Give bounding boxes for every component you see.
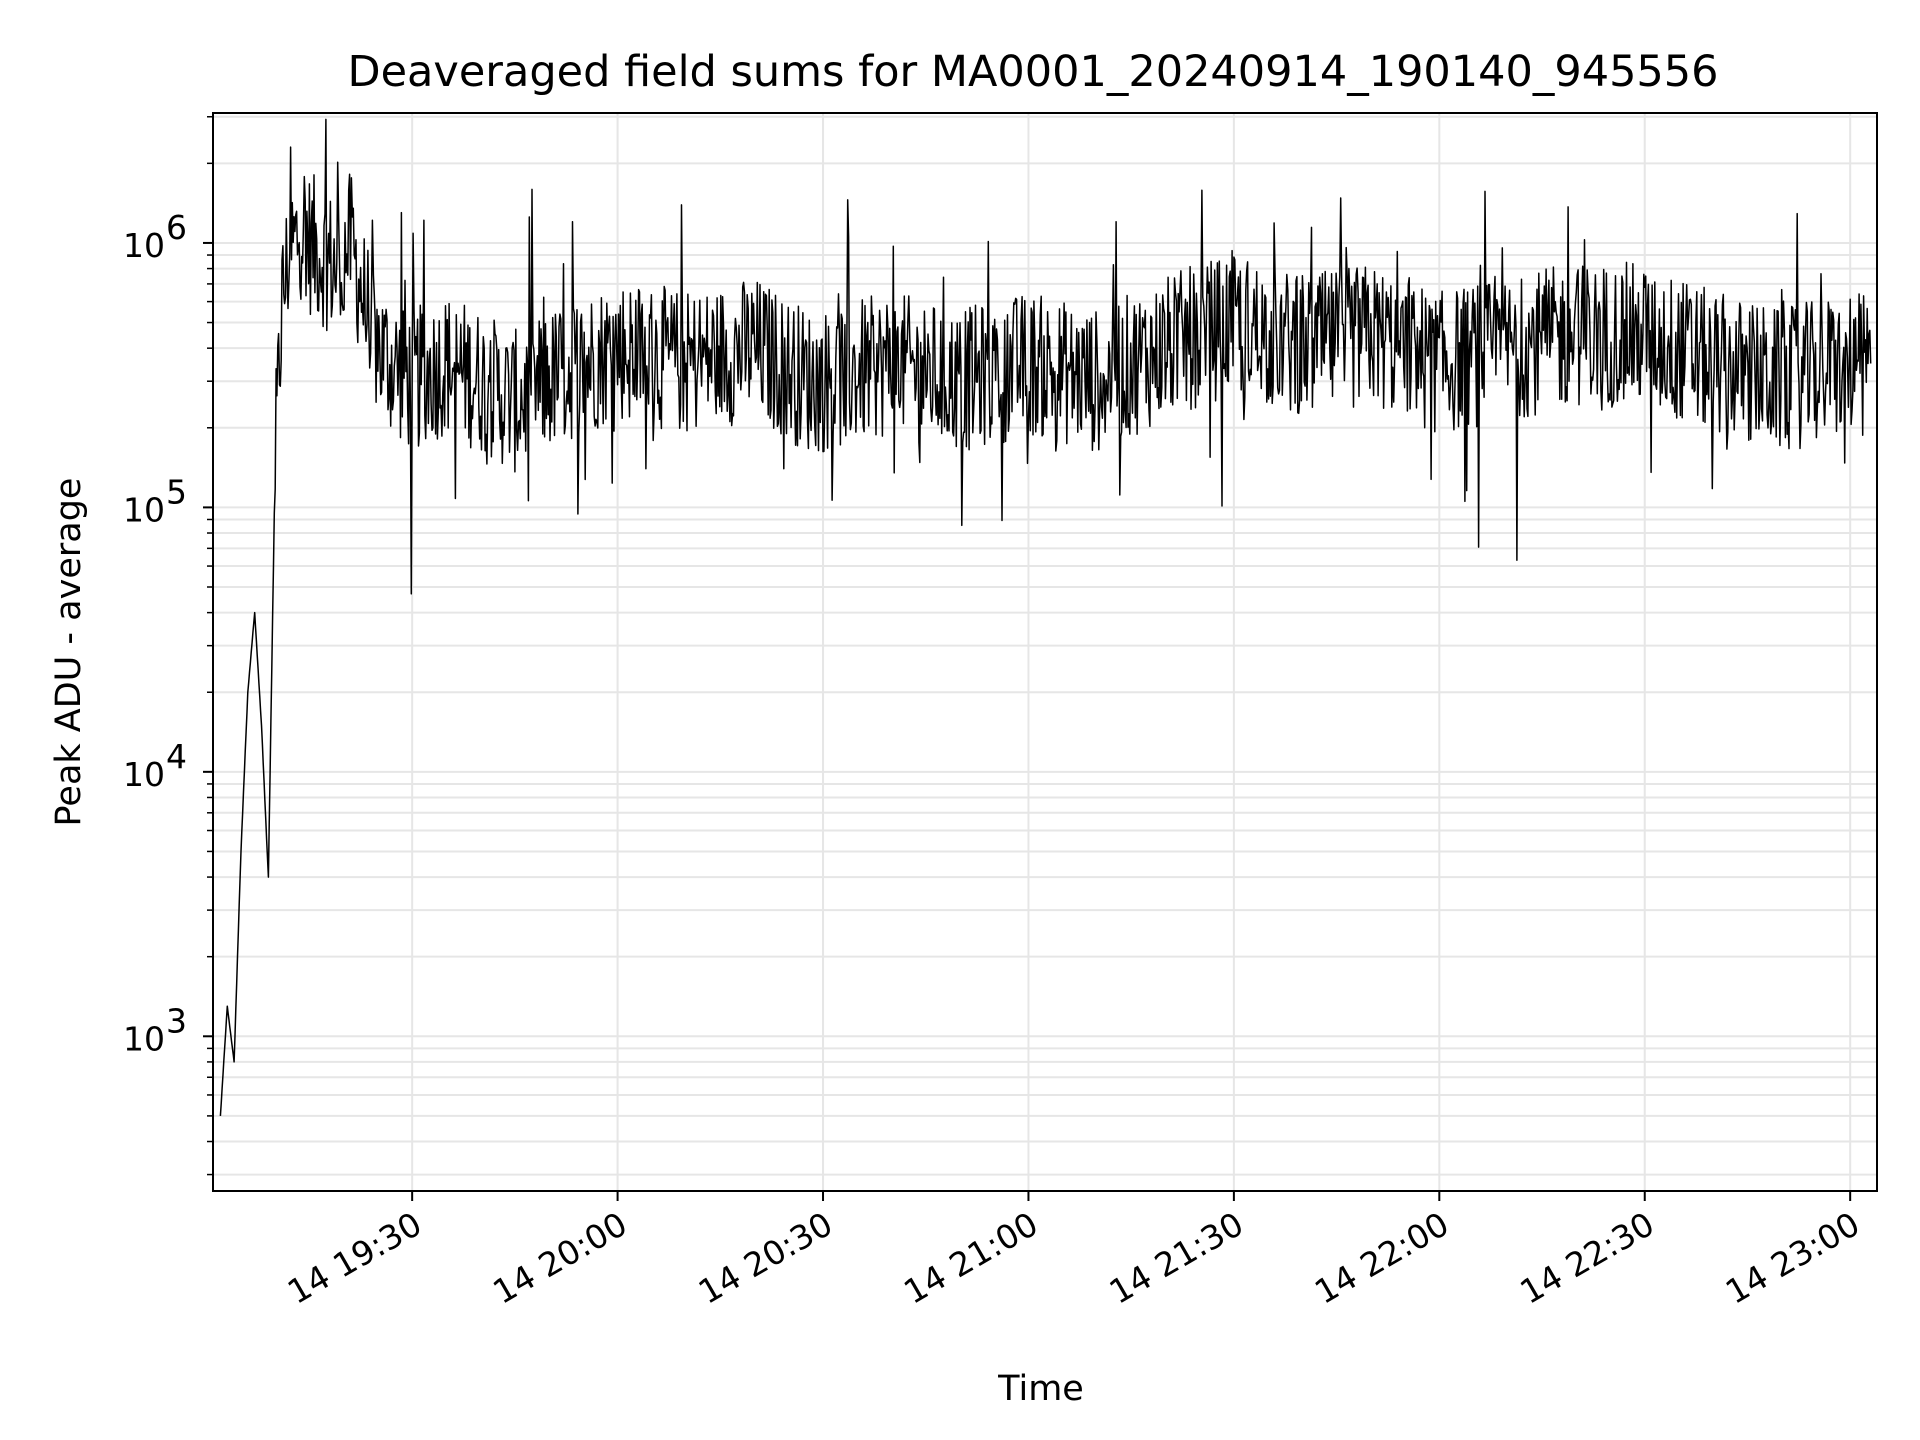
x-tick-label: 14 19:30 [281, 1204, 428, 1312]
y-tick-exponent: 3 [166, 1001, 187, 1040]
y-axis-title: Peak ADU - average [49, 478, 89, 827]
chart-title: Deaveraged field sums for MA0001_2024091… [347, 47, 1718, 97]
x-tick-label: 14 20:00 [486, 1204, 633, 1312]
x-tick-label: 14 22:30 [1513, 1204, 1660, 1312]
y-tick-label: 10 [123, 1019, 165, 1058]
y-tick-exponent: 5 [166, 472, 187, 511]
x-tick-label: 14 21:30 [1103, 1204, 1250, 1312]
series-line [219, 118, 1872, 1116]
x-tick-label: 14 22:00 [1308, 1204, 1455, 1312]
grid-lines [213, 113, 1877, 1191]
y-tick-label: 10 [123, 755, 165, 794]
y-tick-label: 10 [123, 226, 165, 265]
plot-area-frame [212, 112, 1878, 1192]
x-axis-title: Time [997, 1369, 1084, 1409]
x-axis: 14 19:30 14 20:00 14 20:30 14 21:00 14 21:30… [281, 1191, 1866, 1312]
y-tick-exponent: 6 [166, 208, 187, 247]
y-tick-exponent: 4 [166, 737, 187, 776]
x-tick-label: 14 20:30 [692, 1204, 839, 1312]
y-tick-label: 10 [123, 490, 165, 529]
x-tick-label: 14 23:00 [1719, 1204, 1866, 1312]
series-layer [219, 118, 1872, 1116]
x-tick-label: 14 21:00 [897, 1204, 1044, 1312]
